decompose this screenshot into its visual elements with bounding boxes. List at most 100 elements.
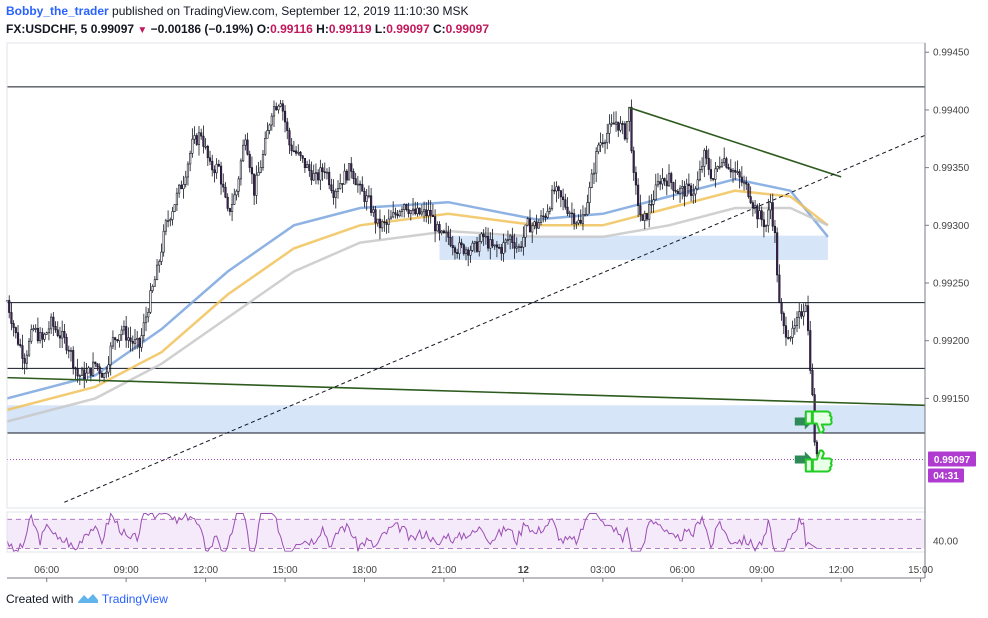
candle xyxy=(405,203,408,212)
candle xyxy=(36,317,39,344)
candle-body xyxy=(535,221,538,229)
candle xyxy=(286,117,289,140)
candle xyxy=(321,163,324,181)
candle-body xyxy=(765,225,768,227)
candle-body xyxy=(795,317,799,327)
candle-body xyxy=(54,326,57,331)
tradingview-link[interactable]: TradingView xyxy=(101,592,168,606)
candle xyxy=(473,240,476,253)
candle-body xyxy=(656,181,660,186)
candle-body xyxy=(767,209,770,226)
candle xyxy=(727,163,730,170)
candle xyxy=(720,158,724,168)
candle xyxy=(570,202,573,225)
candle-body xyxy=(531,225,534,233)
candle-body xyxy=(239,160,242,180)
candle xyxy=(295,146,298,156)
candle xyxy=(555,181,558,203)
candle xyxy=(603,139,607,154)
candle-body xyxy=(539,215,543,223)
candle xyxy=(692,183,695,204)
candle xyxy=(667,164,671,187)
candle-body xyxy=(80,369,84,377)
candle-body xyxy=(359,183,362,186)
candle xyxy=(56,321,59,338)
candle-body xyxy=(581,214,585,224)
candle-body xyxy=(773,225,777,233)
candle xyxy=(376,218,379,227)
candle xyxy=(652,190,655,213)
candle-body xyxy=(312,173,315,181)
candle-body xyxy=(184,176,187,185)
candle-body xyxy=(762,219,765,227)
candle-body xyxy=(738,171,741,178)
candle-body xyxy=(158,261,161,266)
candle xyxy=(299,151,302,162)
candle-body xyxy=(266,130,269,139)
candle xyxy=(186,161,190,186)
candle-body xyxy=(129,337,132,342)
candle-body xyxy=(798,311,801,318)
candle xyxy=(213,165,216,183)
candle-body xyxy=(52,316,55,327)
candle xyxy=(131,335,134,352)
candle xyxy=(297,144,300,156)
candle-body xyxy=(378,218,382,229)
candle-body xyxy=(447,231,450,238)
candle-body xyxy=(281,103,284,112)
candle-body xyxy=(270,115,273,126)
candle xyxy=(54,321,57,333)
candle-body xyxy=(403,204,406,211)
candle xyxy=(449,228,452,248)
candle xyxy=(250,156,254,184)
candle xyxy=(484,226,487,245)
countdown-tag-bg xyxy=(928,468,964,483)
candle-body xyxy=(94,361,97,365)
candle xyxy=(595,147,598,183)
x-tick-label: 09:00 xyxy=(749,565,774,576)
candle-body xyxy=(661,178,664,185)
candle-body xyxy=(628,106,631,122)
candle-body xyxy=(109,345,112,366)
candle-body xyxy=(89,367,92,376)
candle-body xyxy=(288,130,291,146)
candle-body xyxy=(533,221,536,227)
candle-body xyxy=(712,178,715,180)
candle-body xyxy=(723,158,726,164)
candle-body xyxy=(116,339,119,342)
candle xyxy=(429,200,432,224)
candle xyxy=(606,123,609,150)
candle xyxy=(347,163,351,181)
candle xyxy=(489,232,492,260)
candle xyxy=(162,224,165,257)
candle-body xyxy=(623,123,626,140)
candle xyxy=(83,361,86,389)
candle-body xyxy=(149,290,152,313)
candle xyxy=(586,194,589,216)
candle-body xyxy=(414,208,417,215)
candle xyxy=(352,168,355,185)
candle xyxy=(486,227,490,252)
candle-body xyxy=(336,188,340,192)
candle-body xyxy=(696,179,699,190)
candle xyxy=(266,122,269,139)
candle-body xyxy=(584,214,587,216)
candle-body xyxy=(341,183,344,185)
candle-body xyxy=(43,333,46,340)
candle-body xyxy=(186,163,190,178)
candle-body xyxy=(374,209,377,224)
candle xyxy=(434,209,437,243)
candle xyxy=(548,206,551,215)
candle-body xyxy=(637,184,640,206)
candle-body xyxy=(30,329,33,342)
candle-body xyxy=(683,186,686,197)
candle xyxy=(747,182,750,199)
candle-body xyxy=(407,209,410,214)
candle-body xyxy=(193,135,196,140)
candle-body xyxy=(208,157,212,162)
candle xyxy=(281,100,284,121)
author-link[interactable]: Bobby_the_trader xyxy=(6,4,109,18)
candle-body xyxy=(663,178,666,182)
candle xyxy=(381,219,384,232)
